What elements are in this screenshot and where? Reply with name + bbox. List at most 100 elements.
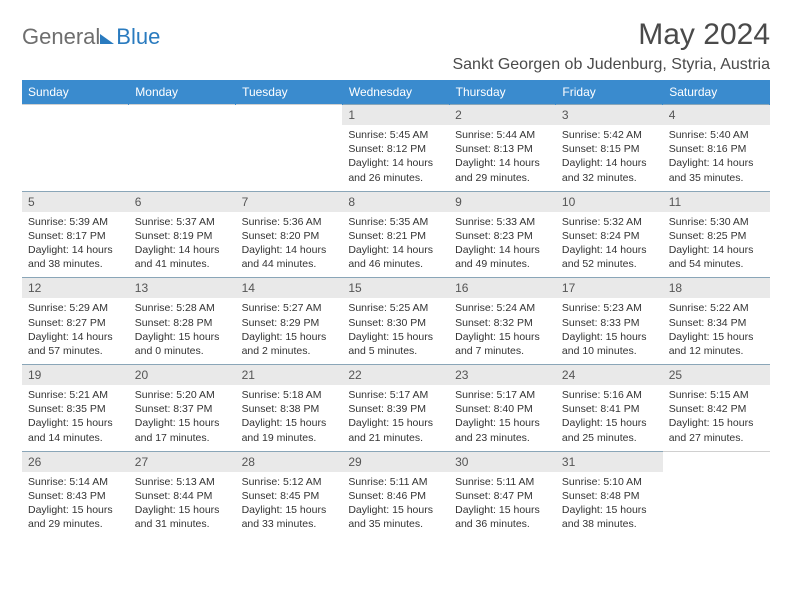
daylight-line: Daylight: 14 hours and 54 minutes. (669, 243, 764, 271)
day-number-cell: 11 (663, 191, 770, 212)
daylight-line: Daylight: 15 hours and 38 minutes. (562, 503, 657, 531)
daylight-line: Daylight: 15 hours and 23 minutes. (455, 416, 550, 444)
day-number-cell: 1 (342, 105, 449, 126)
month-title: May 2024 (452, 18, 770, 52)
week-number-row: 567891011 (22, 191, 770, 212)
sunrise-line: Sunrise: 5:17 AM (348, 388, 443, 402)
day-data-cell: Sunrise: 5:21 AMSunset: 8:35 PMDaylight:… (22, 385, 129, 451)
day-header: Wednesday (342, 80, 449, 105)
sunset-line: Sunset: 8:17 PM (28, 229, 123, 243)
sunrise-line: Sunrise: 5:45 AM (348, 128, 443, 142)
day-data-cell: Sunrise: 5:22 AMSunset: 8:34 PMDaylight:… (663, 298, 770, 364)
sunrise-line: Sunrise: 5:36 AM (242, 215, 337, 229)
sunrise-line: Sunrise: 5:24 AM (455, 301, 550, 315)
sunrise-line: Sunrise: 5:16 AM (562, 388, 657, 402)
sunrise-line: Sunrise: 5:28 AM (135, 301, 230, 315)
daylight-line: Daylight: 14 hours and 38 minutes. (28, 243, 123, 271)
sunset-line: Sunset: 8:46 PM (348, 489, 443, 503)
day-data-cell: Sunrise: 5:28 AMSunset: 8:28 PMDaylight:… (129, 298, 236, 364)
day-data-cell: Sunrise: 5:40 AMSunset: 8:16 PMDaylight:… (663, 125, 770, 191)
day-number-cell: 25 (663, 365, 770, 386)
sunset-line: Sunset: 8:15 PM (562, 142, 657, 156)
day-number-cell: 30 (449, 451, 556, 472)
sunset-line: Sunset: 8:42 PM (669, 402, 764, 416)
sunset-line: Sunset: 8:24 PM (562, 229, 657, 243)
logo: General Blue (22, 18, 160, 50)
day-data-cell (663, 472, 770, 538)
day-number-cell: 8 (342, 191, 449, 212)
daylight-line: Daylight: 15 hours and 21 minutes. (348, 416, 443, 444)
week-number-row: 1234 (22, 105, 770, 126)
day-number-cell: 28 (236, 451, 343, 472)
day-number-cell: 10 (556, 191, 663, 212)
day-data-cell: Sunrise: 5:13 AMSunset: 8:44 PMDaylight:… (129, 472, 236, 538)
day-data-cell: Sunrise: 5:17 AMSunset: 8:39 PMDaylight:… (342, 385, 449, 451)
week-data-row: Sunrise: 5:45 AMSunset: 8:12 PM Daylight:… (22, 125, 770, 191)
day-number-cell: 24 (556, 365, 663, 386)
daylight-line: Daylight: 14 hours and 44 minutes. (242, 243, 337, 271)
day-number-cell: 19 (22, 365, 129, 386)
day-number-cell (236, 105, 343, 126)
day-data-cell: Sunrise: 5:11 AMSunset: 8:47 PMDaylight:… (449, 472, 556, 538)
calendar-page: General Blue May 2024 Sankt Georgen ob J… (0, 0, 792, 537)
week-data-row: Sunrise: 5:39 AMSunset: 8:17 PMDaylight:… (22, 212, 770, 278)
daylight-line: Daylight: 14 hours and 52 minutes. (562, 243, 657, 271)
daylight-line: Daylight: 15 hours and 19 minutes. (242, 416, 337, 444)
daylight-line: Daylight: 15 hours and 17 minutes. (135, 416, 230, 444)
day-number-cell: 29 (342, 451, 449, 472)
logo-text-blue: Blue (116, 24, 160, 50)
week-number-row: 19202122232425 (22, 365, 770, 386)
daylight-line: Daylight: 15 hours and 12 minutes. (669, 330, 764, 358)
sunset-line: Sunset: 8:21 PM (348, 229, 443, 243)
sunset-line: Sunset: 8:29 PM (242, 316, 337, 330)
sunset-line: Sunset: 8:44 PM (135, 489, 230, 503)
sunrise-line: Sunrise: 5:21 AM (28, 388, 123, 402)
day-header: Friday (556, 80, 663, 105)
day-data-cell: Sunrise: 5:17 AMSunset: 8:40 PMDaylight:… (449, 385, 556, 451)
day-number-cell: 3 (556, 105, 663, 126)
sunset-line: Sunset: 8:34 PM (669, 316, 764, 330)
daylight-line: Daylight: 14 hours and 41 minutes. (135, 243, 230, 271)
sunset-line: Sunset: 8:12 PM (348, 142, 443, 156)
day-data-cell: Sunrise: 5:27 AMSunset: 8:29 PMDaylight:… (236, 298, 343, 364)
daylight-line: Daylight: 14 hours and 32 minutes. (562, 156, 657, 184)
sunset-line: Sunset: 8:19 PM (135, 229, 230, 243)
sunrise-line: Sunrise: 5:11 AM (455, 475, 550, 489)
day-number-cell: 15 (342, 278, 449, 299)
daylight-line: Daylight: 15 hours and 25 minutes. (562, 416, 657, 444)
sunrise-line: Sunrise: 5:27 AM (242, 301, 337, 315)
sunrise-line: Sunrise: 5:15 AM (669, 388, 764, 402)
day-number-cell: 31 (556, 451, 663, 472)
day-number-cell: 6 (129, 191, 236, 212)
logo-text-general: General (22, 24, 100, 50)
sunset-line: Sunset: 8:16 PM (669, 142, 764, 156)
day-data-cell: Sunrise: 5:15 AMSunset: 8:42 PMDaylight:… (663, 385, 770, 451)
day-number-cell: 2 (449, 105, 556, 126)
day-number-cell: 23 (449, 365, 556, 386)
header: General Blue May 2024 Sankt Georgen ob J… (22, 18, 770, 74)
sunrise-line: Sunrise: 5:35 AM (348, 215, 443, 229)
sunset-line: Sunset: 8:27 PM (28, 316, 123, 330)
daylight-line: Daylight: 15 hours and 5 minutes. (348, 330, 443, 358)
sunrise-line: Sunrise: 5:23 AM (562, 301, 657, 315)
day-number-cell (129, 105, 236, 126)
sunset-line: Sunset: 8:38 PM (242, 402, 337, 416)
calendar-body: 1234 Sunrise: 5:45 AMSunset: 8:12 PM Dayli… (22, 105, 770, 538)
location: Sankt Georgen ob Judenburg, Styria, Aust… (452, 56, 770, 74)
daylight-line: Daylight: 15 hours and 27 minutes. (669, 416, 764, 444)
day-header-row: Sunday Monday Tuesday Wednesday Thursday… (22, 80, 770, 105)
day-data-cell: Sunrise: 5:32 AMSunset: 8:24 PMDaylight:… (556, 212, 663, 278)
day-number-cell: 13 (129, 278, 236, 299)
daylight-line: Daylight: 14 hours and 29 minutes. (455, 156, 550, 184)
day-header: Saturday (663, 80, 770, 105)
daylight-line: Daylight: 15 hours and 29 minutes. (28, 503, 123, 531)
daylight-line: Daylight: 15 hours and 2 minutes. (242, 330, 337, 358)
week-number-row: 12131415161718 (22, 278, 770, 299)
daylight-line: Daylight: 15 hours and 35 minutes. (348, 503, 443, 531)
day-header: Tuesday (236, 80, 343, 105)
sunrise-line: Sunrise: 5:17 AM (455, 388, 550, 402)
sunset-line: Sunset: 8:45 PM (242, 489, 337, 503)
sunrise-line: Sunrise: 5:22 AM (669, 301, 764, 315)
day-number-cell: 22 (342, 365, 449, 386)
day-data-cell: Sunrise: 5:23 AMSunset: 8:33 PMDaylight:… (556, 298, 663, 364)
